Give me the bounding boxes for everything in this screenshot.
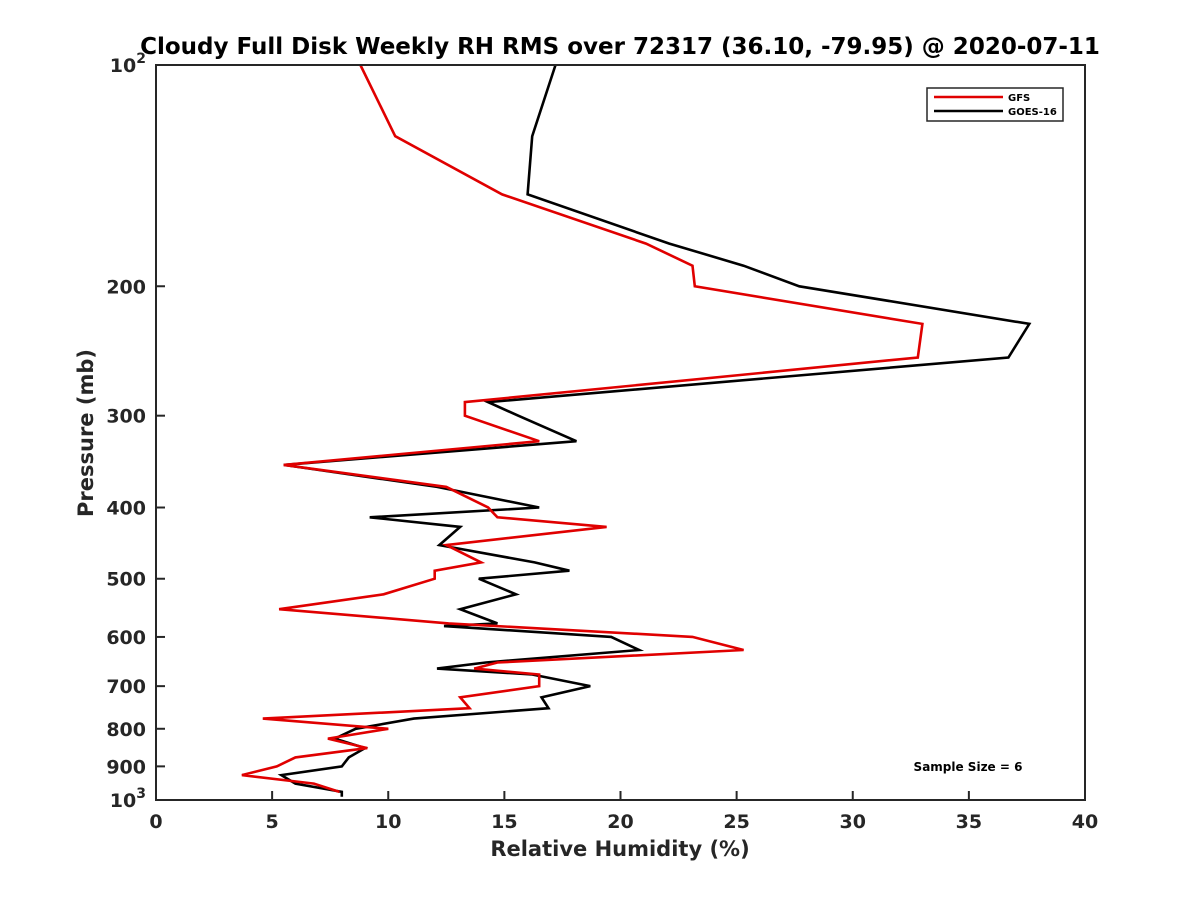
x-axis-label: Relative Humidity (%) xyxy=(490,837,749,861)
x-tick-label: 5 xyxy=(266,811,279,833)
chart-title: Cloudy Full Disk Weekly RH RMS over 7231… xyxy=(140,34,1100,60)
legend-label-goes16: GOES-16 xyxy=(1008,107,1057,118)
series-line-gfs xyxy=(241,64,924,794)
y-tick-label: 800 xyxy=(106,719,146,741)
x-tick-label: 40 xyxy=(1072,811,1098,833)
x-tick-label: 35 xyxy=(956,811,982,833)
y-tick-label: 400 xyxy=(106,498,146,520)
legend-label-gfs: GFS xyxy=(1008,93,1030,104)
y-tick-label: 900 xyxy=(106,756,146,778)
y-tick-label: 102 xyxy=(110,51,146,77)
x-tick-label: 25 xyxy=(723,811,749,833)
y-tick-label: 500 xyxy=(106,569,146,591)
series-line-goes16 xyxy=(277,64,1032,797)
axes-layer: 0 5 10 15 20 25 30 35 40 102 200 300 400 500 600 700 800… xyxy=(106,51,1098,833)
plot-area-frame xyxy=(155,64,1086,801)
x-tick-label: 10 xyxy=(375,811,401,833)
y-tick-label: 200 xyxy=(106,276,146,298)
y-tick-label: 700 xyxy=(106,676,146,698)
y-tick-label: 300 xyxy=(106,406,146,428)
x-tick-label: 0 xyxy=(149,811,162,833)
series-layer xyxy=(241,64,1032,797)
legend: GFS GOES-16 xyxy=(926,87,1064,122)
sample-size-annotation: Sample Size = 6 xyxy=(914,760,1023,774)
x-tick-label: 20 xyxy=(607,811,633,833)
y-axis-label: Pressure (mb) xyxy=(74,349,98,517)
x-tick-label: 15 xyxy=(491,811,517,833)
legend-box xyxy=(926,87,1064,122)
x-tick-label: 30 xyxy=(840,811,866,833)
y-tick-label: 600 xyxy=(106,627,146,649)
y-tick-label: 103 xyxy=(110,786,146,812)
